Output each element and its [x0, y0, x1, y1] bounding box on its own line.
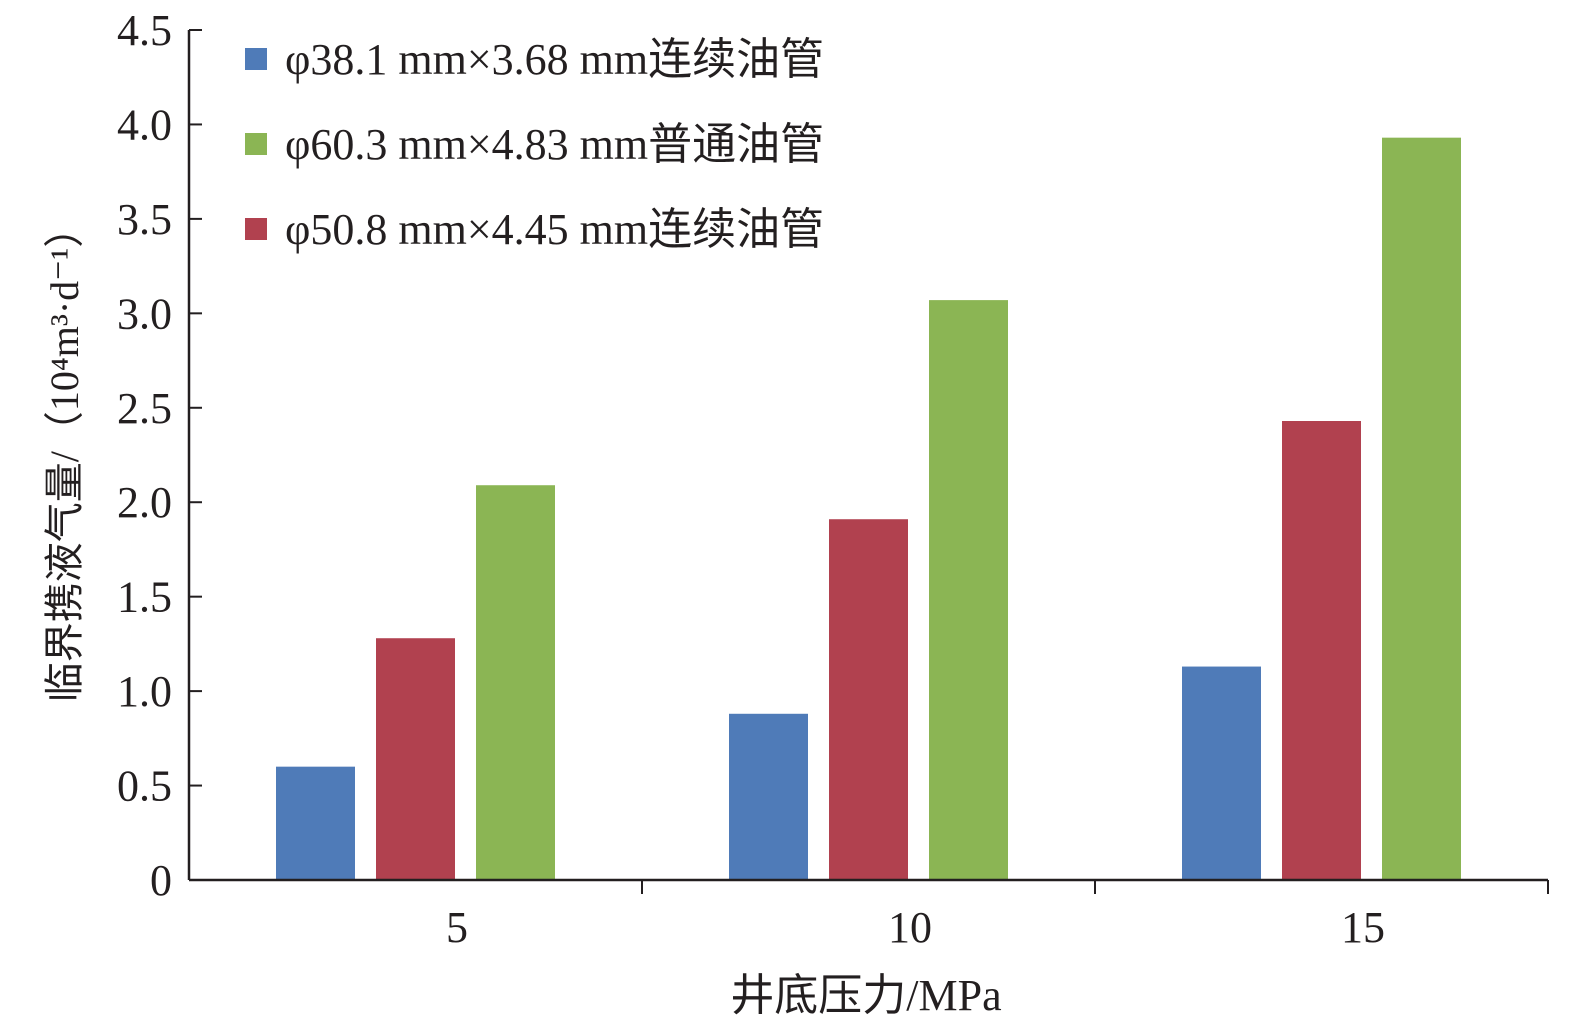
- legend-label: φ60.3 mm×4.83 mm普通油管: [285, 120, 824, 169]
- bar: [376, 638, 455, 880]
- legend-swatch: [245, 218, 267, 240]
- bar: [1382, 137, 1461, 880]
- bar: [1182, 666, 1261, 880]
- y-tick-label: 2.5: [117, 384, 172, 433]
- bar: [276, 766, 355, 880]
- axes: 5 10 15 0 0.5 1.0 1.5 2.0 2.5 3.0 3.5 4.0 4.5: [117, 6, 1549, 952]
- bar: [476, 485, 555, 880]
- legend-swatch: [245, 133, 267, 155]
- y-tick-label: 3.0: [117, 289, 172, 338]
- bar: [1282, 421, 1361, 880]
- bar: [929, 300, 1008, 881]
- y-tick-label: 1.5: [117, 573, 172, 622]
- bars: [276, 137, 1461, 881]
- legend-label: φ50.8 mm×4.45 mm连续油管: [285, 205, 824, 254]
- y-tick-label: 0.5: [117, 762, 172, 811]
- y-tick-label: 2.0: [117, 478, 172, 527]
- y-tick-label: 3.5: [117, 195, 172, 244]
- y-tick-label: 1.0: [117, 667, 172, 716]
- y-tick-label: 0: [150, 856, 172, 905]
- bar: [829, 519, 908, 880]
- x-tick-label: 15: [1341, 903, 1385, 952]
- x-axis-label: 井底压力/MPa: [730, 971, 1001, 1020]
- x-tick-label: 10: [888, 903, 932, 952]
- legend-swatch: [245, 48, 267, 70]
- y-tick-label: 4.0: [117, 100, 172, 149]
- bar: [729, 713, 808, 880]
- x-tick-label: 5: [446, 903, 468, 952]
- y-tick-label: 4.5: [117, 6, 172, 55]
- legend-label: φ38.1 mm×3.68 mm连续油管: [285, 35, 824, 84]
- y-axis-label: 临界携液气量/（10⁴m³·d⁻¹）: [42, 208, 87, 703]
- legend: φ38.1 mm×3.68 mm连续油管 φ60.3 mm×4.83 mm普通油管…: [245, 35, 824, 254]
